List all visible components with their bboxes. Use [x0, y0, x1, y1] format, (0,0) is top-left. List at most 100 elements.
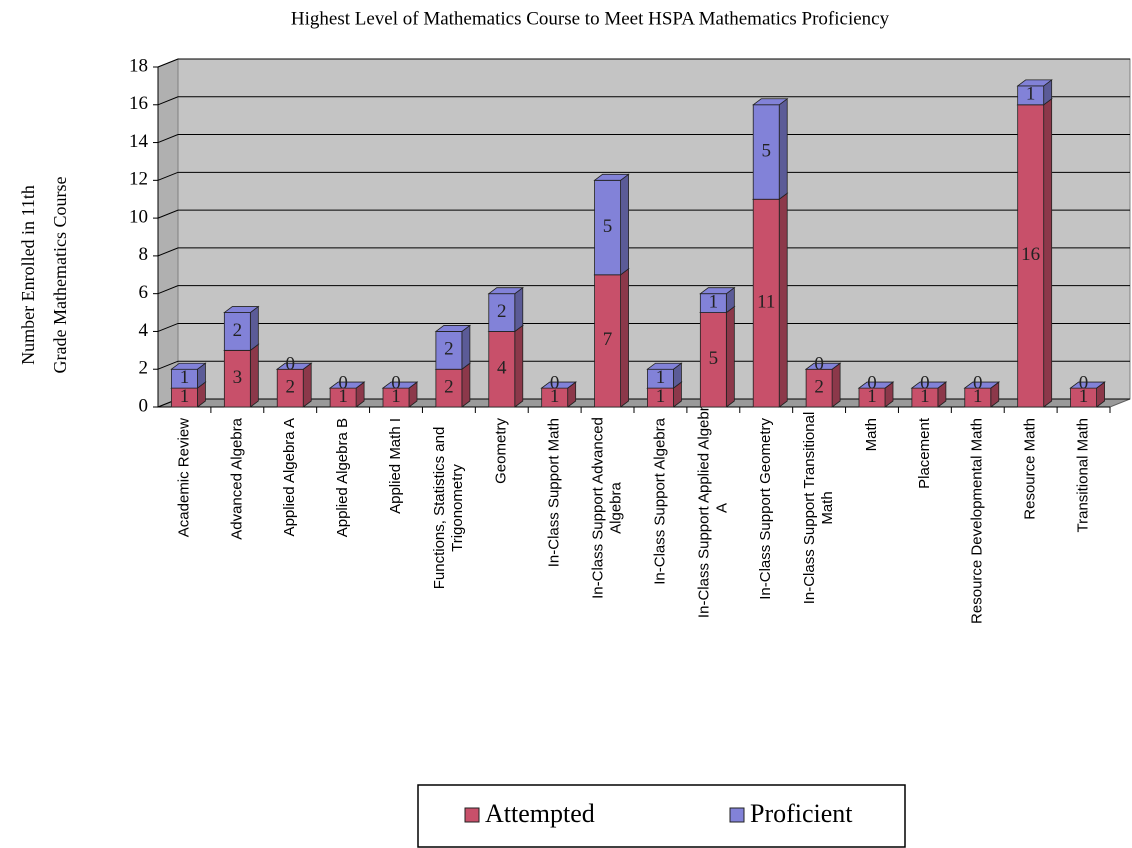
data-label: 0 [973, 372, 983, 393]
data-label: 0 [867, 372, 877, 393]
bar [276, 362, 313, 370]
legend-box [417, 784, 906, 848]
bar-top [328, 381, 366, 389]
x-tick-label: Academic Review [175, 418, 192, 537]
x-tick-label-line: Math [819, 491, 836, 524]
data-label: 0 [1079, 372, 1089, 393]
x-tick-label-line: Algebra [608, 481, 625, 533]
bar [699, 305, 736, 408]
x-tick-label-line: In-Class Support Advanced [590, 417, 607, 599]
bar-top [381, 381, 419, 389]
bar [593, 173, 630, 276]
bar-top [593, 173, 630, 181]
bar [857, 381, 895, 389]
bar-side [514, 286, 524, 333]
legend-swatch [729, 807, 745, 823]
grid-line [157, 171, 1130, 181]
data-label: 0 [814, 354, 824, 375]
data-label: 1 [1079, 386, 1089, 407]
x-tick-label: Functions, Statistics andTrigonometry [431, 427, 466, 590]
bar-side [778, 192, 788, 408]
bar-front [699, 312, 727, 408]
data-label: 1 [920, 386, 930, 407]
bar-front [594, 274, 621, 408]
bar-top [963, 381, 1000, 389]
bar [487, 286, 524, 333]
bar-side [461, 362, 471, 408]
grid-line [157, 360, 1130, 370]
bar-front [488, 331, 516, 408]
x-tick-label-line: A [713, 503, 730, 513]
data-label: 4 [497, 358, 507, 379]
y-tick-label: 2 [139, 358, 149, 379]
bar [1016, 79, 1053, 106]
legend-swatch [464, 807, 480, 823]
bar [1069, 381, 1106, 389]
grid-line [157, 58, 1130, 68]
data-label: 2 [497, 301, 507, 322]
y-tick-label: 18 [129, 55, 148, 76]
bar-side [302, 362, 312, 408]
data-label: 0 [285, 354, 295, 375]
bar [1016, 97, 1053, 408]
bar-top [1069, 381, 1106, 389]
bar-top [857, 381, 895, 389]
bar [752, 192, 789, 408]
bar-top [276, 362, 313, 370]
grid-line [157, 247, 1130, 257]
data-label: 2 [814, 376, 824, 397]
y-tick-label: 16 [129, 93, 148, 114]
data-label: 2 [444, 339, 454, 360]
bar-front [594, 179, 621, 276]
data-label: 2 [444, 376, 454, 397]
x-tick-label: Transitional Math [1075, 418, 1092, 533]
data-label: 1 [656, 386, 666, 407]
bar [170, 362, 207, 389]
bar [910, 381, 948, 408]
legend-label: Attempted [485, 799, 595, 828]
data-label: 0 [391, 372, 401, 393]
x-tick-label-line: Trigonometry [449, 464, 466, 552]
bar-front [488, 293, 516, 332]
y-tick-label: 4 [139, 320, 149, 341]
bar-front [435, 368, 463, 408]
bar-side [1043, 97, 1053, 408]
bar-top [804, 362, 842, 370]
bar-side [249, 305, 259, 352]
x-tick-label: In-Class Support Geometry [757, 418, 774, 600]
bar [223, 305, 260, 352]
data-label: 5 [709, 348, 719, 369]
bar-front [1017, 104, 1045, 408]
bar-top [752, 98, 789, 106]
bar-top [699, 287, 736, 295]
y-tick-label: 12 [129, 169, 148, 190]
grid-line [157, 134, 1130, 144]
back-wall [177, 58, 1131, 400]
data-label: 0 [550, 372, 560, 393]
bar [434, 362, 472, 408]
data-label: 5 [603, 216, 613, 237]
bar-front [752, 104, 780, 200]
data-label: 0 [920, 372, 930, 393]
x-tick-label: Placement [916, 417, 933, 489]
bar-top [487, 287, 524, 295]
x-tick-label: Resource Math [1022, 418, 1039, 520]
chart-title: Highest Level of Mathematics Course to M… [291, 8, 890, 29]
x-tick-label: Advanced Algebra [228, 417, 245, 539]
x-tick-label: In-Class Support Applied AlgebraA [695, 397, 730, 618]
bar [804, 362, 842, 370]
data-label: 1 [656, 367, 666, 388]
y-tick-label: 14 [129, 131, 149, 152]
bar-top [910, 381, 948, 389]
data-label: 1 [973, 386, 983, 407]
grid-line [157, 322, 1130, 332]
bar-top [223, 306, 260, 313]
bar [540, 381, 577, 389]
x-tick-label-line: In-Class Support Applied Algebra [695, 397, 712, 618]
y-tick-label: 8 [139, 244, 149, 265]
data-label: 5 [761, 140, 771, 161]
y-axis-label: Number Enrolled in 11th [18, 185, 38, 365]
y-tick-label: 0 [139, 395, 149, 416]
bar [646, 362, 683, 389]
